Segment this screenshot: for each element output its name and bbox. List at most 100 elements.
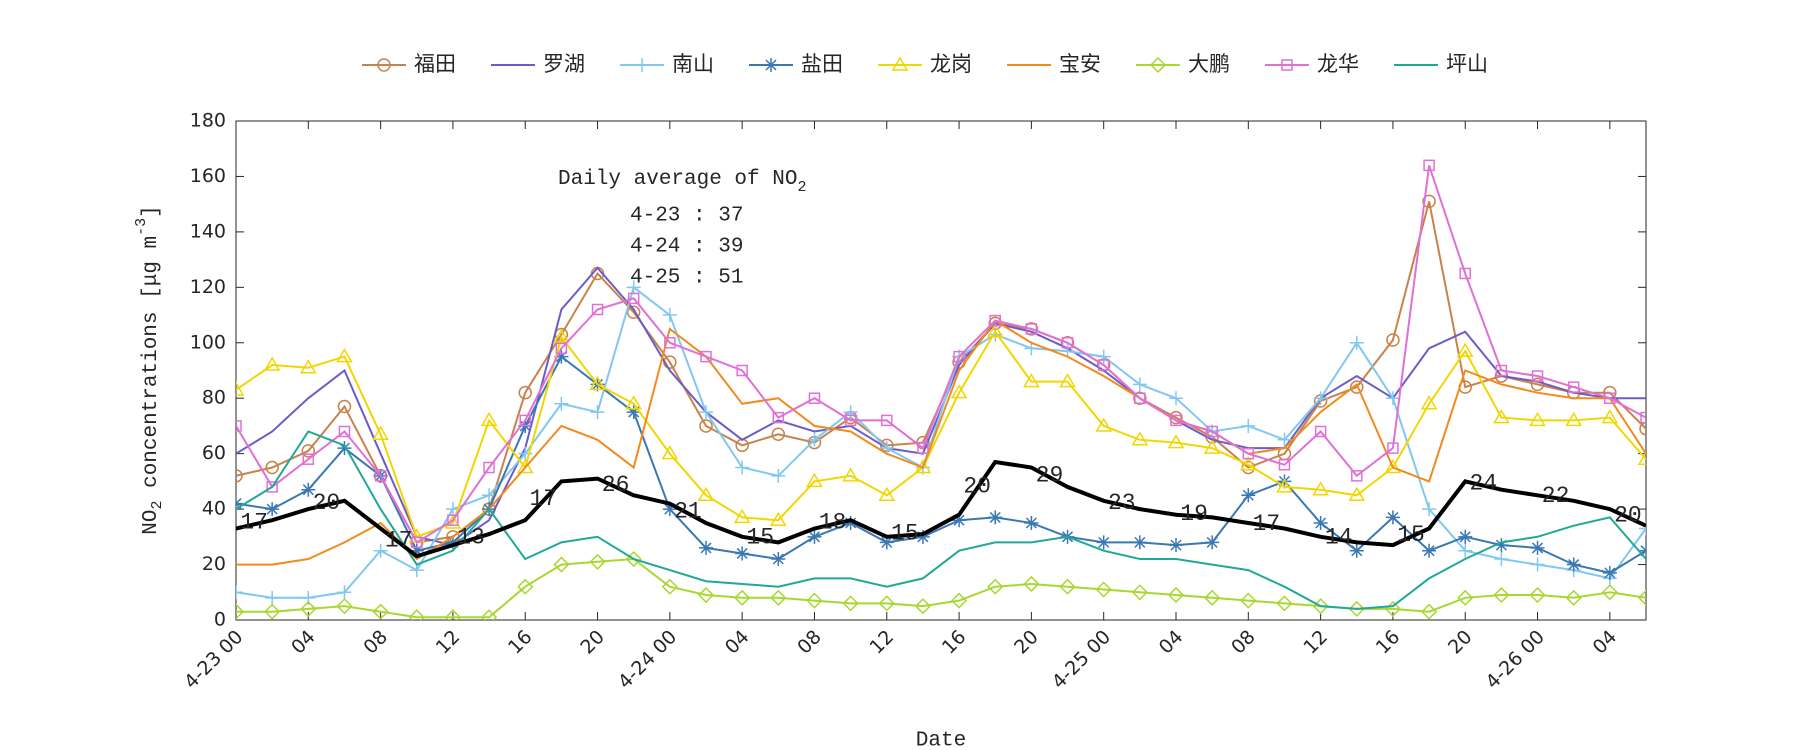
marker bbox=[1204, 589, 1221, 606]
marker bbox=[986, 323, 1004, 338]
marker bbox=[1097, 359, 1110, 371]
marker bbox=[1457, 589, 1474, 606]
average-label: 15 bbox=[891, 521, 919, 547]
marker bbox=[265, 590, 280, 605]
marker bbox=[878, 486, 896, 501]
marker bbox=[736, 364, 748, 377]
marker bbox=[374, 470, 387, 482]
marker bbox=[661, 445, 679, 460]
x-tick-label: 20 bbox=[1444, 626, 1477, 659]
legend-label: 龙华 bbox=[1317, 52, 1359, 76]
marker bbox=[236, 420, 242, 432]
y-tick-label: 120 bbox=[190, 276, 226, 298]
marker bbox=[808, 392, 821, 404]
marker bbox=[1025, 323, 1038, 335]
series-line bbox=[236, 329, 1646, 539]
marker bbox=[265, 460, 279, 475]
x-tick-label: 12 bbox=[1299, 626, 1332, 659]
marker bbox=[553, 556, 570, 573]
marker bbox=[1169, 538, 1183, 553]
marker bbox=[1351, 470, 1363, 482]
plot-layer bbox=[236, 159, 1646, 620]
marker bbox=[444, 609, 461, 620]
marker bbox=[336, 598, 353, 615]
marker bbox=[1059, 373, 1076, 388]
marker bbox=[1314, 425, 1327, 438]
x-tick-label: 08 bbox=[793, 626, 826, 659]
series-line bbox=[236, 285, 1646, 599]
marker bbox=[771, 468, 786, 483]
marker bbox=[806, 472, 823, 488]
marker bbox=[338, 425, 351, 438]
marker bbox=[951, 592, 968, 609]
marker bbox=[1149, 56, 1167, 74]
legend-label: 龙岗 bbox=[930, 52, 972, 76]
marker bbox=[1134, 392, 1146, 404]
marker bbox=[1350, 380, 1364, 394]
series-line bbox=[236, 355, 1646, 574]
marker bbox=[1312, 481, 1329, 496]
marker bbox=[734, 589, 751, 606]
marker bbox=[445, 535, 460, 550]
marker bbox=[1637, 589, 1646, 606]
marker bbox=[1459, 267, 1471, 280]
marker bbox=[700, 350, 712, 363]
marker bbox=[1421, 603, 1438, 620]
marker bbox=[697, 586, 715, 604]
average-label: 20 bbox=[313, 490, 341, 516]
marker bbox=[1095, 417, 1112, 432]
marker bbox=[915, 529, 930, 544]
marker bbox=[337, 399, 352, 414]
marker bbox=[1132, 377, 1147, 392]
marker bbox=[1278, 459, 1291, 471]
x-tick-label: 04 bbox=[1155, 626, 1188, 659]
x-tick-label: 20 bbox=[576, 626, 609, 659]
marker bbox=[300, 600, 317, 617]
marker bbox=[482, 488, 497, 503]
marker bbox=[1023, 373, 1040, 388]
marker bbox=[1242, 447, 1255, 460]
legend-label: 罗湖 bbox=[543, 52, 585, 76]
marker bbox=[772, 411, 785, 424]
legend-label: 大鹏 bbox=[1188, 52, 1230, 76]
average-label: 20 bbox=[963, 473, 991, 499]
x-tick-label: 16 bbox=[504, 626, 537, 659]
y-label-part: ] bbox=[140, 205, 163, 218]
marker bbox=[1206, 425, 1218, 438]
marker bbox=[264, 603, 281, 620]
marker bbox=[408, 609, 425, 620]
marker bbox=[662, 502, 677, 517]
marker bbox=[988, 327, 1003, 342]
marker bbox=[891, 56, 909, 71]
marker bbox=[589, 553, 606, 570]
marker bbox=[1024, 322, 1039, 336]
marker bbox=[337, 441, 352, 456]
annotation-row: 4-23 : 37 bbox=[630, 205, 743, 228]
marker bbox=[1167, 586, 1185, 604]
marker bbox=[881, 414, 893, 427]
average-label: 14 bbox=[1325, 525, 1353, 551]
average-label: 17 bbox=[240, 509, 268, 535]
marker bbox=[1313, 515, 1328, 530]
y-tick-label: 40 bbox=[202, 498, 226, 520]
marker bbox=[1096, 535, 1111, 550]
y-label-sub: 2 bbox=[149, 501, 166, 510]
marker bbox=[265, 502, 280, 517]
y-axis-label: NO2 concentrations [μg m-3] bbox=[133, 205, 166, 535]
marker bbox=[554, 396, 569, 411]
marker bbox=[1640, 411, 1646, 424]
marker bbox=[1061, 337, 1074, 349]
marker bbox=[1167, 434, 1185, 449]
marker bbox=[697, 486, 715, 501]
series-line bbox=[236, 319, 1646, 566]
average-label: 17 bbox=[530, 486, 558, 512]
marker bbox=[842, 595, 859, 612]
marker bbox=[590, 405, 605, 420]
marker bbox=[878, 595, 895, 612]
x-tick-label: 20 bbox=[1010, 626, 1043, 659]
x-tick-label: 16 bbox=[1372, 626, 1405, 659]
marker bbox=[635, 58, 649, 72]
marker bbox=[1531, 370, 1544, 382]
marker bbox=[372, 603, 389, 620]
